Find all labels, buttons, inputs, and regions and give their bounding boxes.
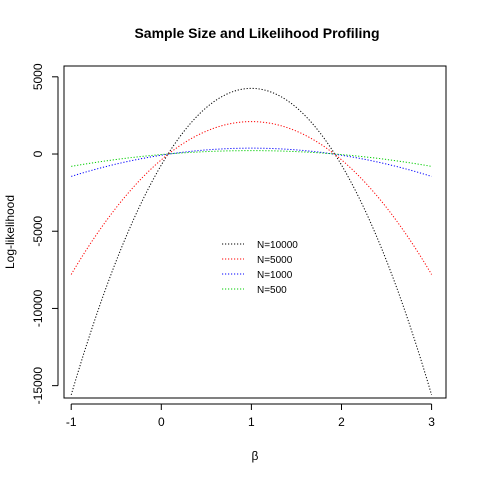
chart-title: Sample Size and Likelihood Profiling	[134, 25, 379, 41]
data-point	[251, 88, 252, 89]
data-point	[386, 161, 387, 162]
data-point	[386, 243, 387, 244]
data-point	[206, 103, 207, 104]
legend: N=10000 N=5000 N=1000 N=500	[222, 240, 298, 296]
x-tick-label: 2	[338, 415, 345, 429]
data-point	[116, 243, 117, 244]
data-point	[251, 121, 252, 122]
data-point	[431, 274, 432, 275]
data-point	[296, 103, 297, 104]
data-point	[161, 149, 162, 150]
data-point	[431, 166, 432, 167]
data-point	[386, 198, 387, 199]
x-tick-label: 0	[158, 415, 165, 429]
data-point	[71, 274, 72, 275]
data-point	[296, 151, 297, 152]
data-point	[341, 153, 342, 154]
y-tick-label: 0	[31, 150, 45, 157]
data-point	[116, 161, 117, 162]
legend-label: N=1000	[257, 270, 293, 281]
data-point	[386, 157, 387, 158]
y-axis: -15000 -10000 -5000 0 5000	[31, 63, 59, 405]
data-point	[116, 157, 117, 158]
data-point	[206, 151, 207, 152]
series-line	[71, 147, 432, 177]
y-tick-label: -15000	[31, 367, 45, 405]
x-axis-title: β	[252, 449, 259, 463]
data-point	[341, 149, 342, 150]
legend-label: N=5000	[257, 255, 293, 266]
y-tick-label: 5000	[31, 63, 45, 90]
x-tick-label: 1	[248, 415, 255, 429]
data-point	[431, 394, 432, 395]
data-point	[71, 394, 72, 395]
x-tick-label: -1	[66, 415, 77, 429]
data-point	[71, 166, 72, 167]
data-point	[251, 148, 252, 149]
data-point	[206, 149, 207, 150]
series-line	[70, 87, 433, 396]
x-tick-label: 3	[428, 415, 435, 429]
y-tick-label: -10000	[31, 289, 45, 327]
data-point	[341, 151, 342, 152]
data-point	[296, 129, 297, 130]
data-point	[251, 150, 252, 151]
series-layer	[70, 87, 433, 396]
series-line	[71, 150, 432, 167]
data-point	[161, 153, 162, 154]
data-point	[161, 151, 162, 152]
data-point	[206, 129, 207, 130]
data-point	[71, 176, 72, 177]
plot-area	[63, 65, 447, 399]
series-line	[70, 121, 433, 275]
legend-label: N=10000	[257, 240, 298, 251]
data-point	[116, 198, 117, 199]
plot-frame	[63, 65, 447, 399]
legend-label: N=500	[257, 285, 287, 296]
y-tick-label: -5000	[31, 216, 45, 247]
y-axis-title: Log-likelihood	[3, 195, 17, 269]
x-axis: -1 0 1 2 3	[66, 403, 435, 429]
data-point	[431, 176, 432, 177]
data-point	[296, 149, 297, 150]
